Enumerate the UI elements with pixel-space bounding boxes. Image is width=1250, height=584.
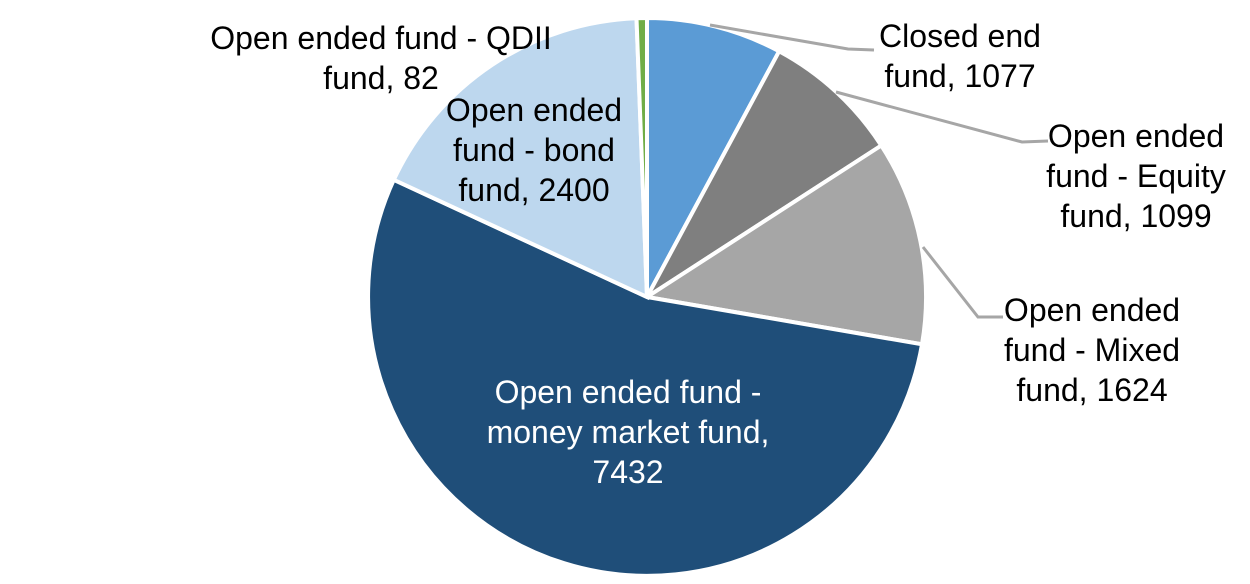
- pie-slice-open-ended-fund-money-market-fund: [366, 177, 925, 578]
- data-label-closed-end-fund: Closed end fund, 1077: [879, 18, 1041, 94]
- data-label-open-ended-fund-bond-fund: Open ended fund - bond fund, 2400: [445, 92, 623, 208]
- pie-slice-open-ended-fund-bond-fund: [391, 16, 650, 301]
- data-label-open-ended-fund-mixed-fund: Open ended fund - Mixed fund, 1624: [1003, 292, 1181, 408]
- data-label-open-ended-fund-qdii-fund: Open ended fund - QDII fund, 82: [210, 20, 552, 96]
- leader-line-open-ended-fund-mixed-fund: [921, 246, 1003, 319]
- data-label-open-ended-fund-money-market-fund: Open ended fund - money market fund, 743…: [486, 374, 770, 490]
- leader-line-closed-end-fund: [709, 23, 875, 52]
- leader-line-open-ended-fund-equity-fund: [835, 90, 1049, 144]
- data-label-open-ended-fund-equity-fund: Open ended fund - Equity fund, 1099: [1046, 118, 1226, 234]
- pie-slice-open-ended-fund-mixed-fund: [641, 142, 928, 347]
- pie-slice-open-ended-fund-qdii-fund: [634, 15, 649, 298]
